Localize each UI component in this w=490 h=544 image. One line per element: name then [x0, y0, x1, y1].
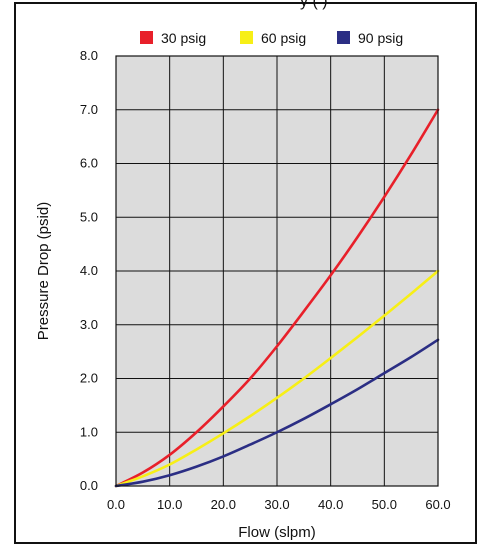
- y-tick-label: 8.0: [80, 48, 98, 63]
- x-tick-label: 60.0: [425, 497, 450, 512]
- y-tick-label: 2.0: [80, 371, 98, 386]
- x-tick-label: 40.0: [318, 497, 343, 512]
- y-tick-label: 5.0: [80, 209, 98, 224]
- legend-swatch-90-psig: [337, 31, 350, 44]
- plot-border: [115, 55, 439, 487]
- chart-frame: [14, 2, 477, 544]
- y-tick-label: 3.0: [80, 317, 98, 332]
- y-axis-title: Pressure Drop (psid): [35, 202, 52, 340]
- x-tick-label: 10.0: [157, 497, 182, 512]
- legend-label-90-psig: 90 psig: [358, 30, 403, 46]
- x-axis-ticks: 0.0 10.0 20.0 30.0 40.0 50.0 60.0: [107, 497, 451, 512]
- legend-swatch-60-psig: [240, 31, 253, 44]
- y-tick-label: 4.0: [80, 263, 98, 278]
- x-tick-label: 20.0: [211, 497, 236, 512]
- legend: 30 psig 60 psig 90 psig: [140, 30, 403, 46]
- series-line-60-psig: [114, 269, 440, 488]
- series-line-90-psig: [114, 338, 440, 488]
- partial-title: y ( ): [300, 0, 328, 10]
- series-line-30-psig: [114, 108, 440, 488]
- legend-label-60-psig: 60 psig: [261, 30, 306, 46]
- y-axis-ticks: 0.0 1.0 2.0 3.0 4.0 5.0 6.0 7.0 8.0: [80, 48, 98, 493]
- series-layer: [114, 108, 440, 488]
- y-tick-label: 7.0: [80, 102, 98, 117]
- legend-swatch-30-psig: [140, 31, 153, 44]
- y-tick-label: 6.0: [80, 156, 98, 171]
- x-tick-label: 0.0: [107, 497, 125, 512]
- legend-label-30-psig: 30 psig: [161, 30, 206, 46]
- x-tick-label: 50.0: [372, 497, 397, 512]
- y-tick-label: 0.0: [80, 478, 98, 493]
- y-tick-label: 1.0: [80, 424, 98, 439]
- x-tick-label: 30.0: [264, 497, 289, 512]
- x-axis-title: Flow (slpm): [238, 524, 316, 541]
